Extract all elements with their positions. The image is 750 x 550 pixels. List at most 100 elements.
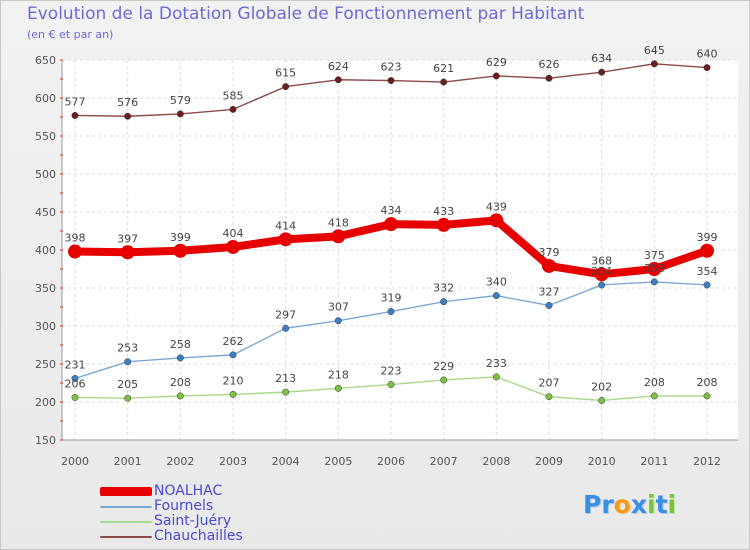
data-label: 368 (591, 254, 612, 267)
legend-swatch (100, 520, 152, 523)
data-point (650, 278, 658, 286)
data-label: 208 (170, 376, 191, 389)
data-point (334, 76, 342, 84)
legend-item: NOALHAC (100, 484, 300, 499)
data-point (331, 229, 346, 244)
legend-label: Saint-Juéry (154, 513, 232, 529)
data-point (492, 292, 500, 300)
x-tick-label: 2000 (61, 455, 89, 468)
y-tick-label: 400 (35, 244, 56, 257)
data-label: 223 (381, 365, 402, 378)
y-tick-label: 500 (35, 168, 56, 181)
data-label: 399 (697, 231, 718, 244)
y-tick-label: 350 (35, 282, 56, 295)
data-point (650, 392, 658, 400)
data-label: 354 (697, 265, 718, 278)
x-tick-label: 2007 (430, 455, 458, 468)
data-point (542, 258, 556, 273)
data-point (387, 77, 395, 84)
data-point (440, 78, 448, 86)
data-label: 414 (275, 219, 296, 232)
data-point (229, 351, 237, 359)
x-tick-label: 2011 (640, 455, 668, 468)
data-label: 258 (170, 338, 191, 351)
data-label: 297 (275, 308, 296, 321)
data-label: 262 (223, 335, 244, 348)
x-tick-label: 2005 (324, 455, 352, 468)
data-label: 434 (381, 204, 402, 217)
data-label: 375 (644, 249, 665, 262)
data-point (650, 60, 658, 68)
data-label: 332 (433, 282, 454, 295)
chart-subtitle: (en € et par an) (27, 28, 114, 41)
data-label: 398 (65, 232, 86, 245)
data-label: 340 (486, 276, 507, 289)
data-label: 207 (539, 377, 560, 390)
y-tick-label: 450 (35, 206, 56, 219)
legend-item: Fournels (100, 499, 300, 514)
data-point (229, 390, 237, 398)
data-point (647, 262, 662, 276)
data-point (176, 110, 184, 118)
data-label: 218 (328, 368, 349, 381)
legend-label: NOALHAC (154, 483, 223, 499)
data-label: 418 (328, 216, 349, 229)
legend-swatch (100, 535, 152, 538)
x-tick-label: 2012 (693, 455, 721, 468)
data-label: 621 (433, 62, 454, 75)
data-point (489, 213, 504, 228)
data-point (440, 376, 448, 384)
data-point (387, 308, 395, 316)
data-point (282, 324, 290, 332)
legend-item: Chauchailles (100, 529, 300, 544)
data-point (226, 239, 240, 254)
data-point (173, 243, 188, 258)
data-label: 576 (117, 96, 138, 109)
data-label: 645 (644, 44, 665, 57)
data-label: 379 (539, 246, 560, 259)
legend-swatch (100, 505, 152, 508)
data-label: 404 (223, 227, 244, 240)
legend-label: Fournels (154, 498, 214, 514)
data-label: 439 (486, 200, 507, 213)
data-label: 624 (328, 60, 349, 73)
x-tick-label: 2001 (114, 455, 142, 468)
data-point (384, 217, 398, 232)
data-point (492, 373, 500, 381)
x-tick-label: 2008 (482, 455, 510, 468)
data-point (71, 374, 79, 382)
data-point (278, 232, 293, 247)
x-tick-label: 2006 (377, 455, 405, 468)
data-point (176, 392, 184, 400)
y-tick-label: 300 (35, 320, 56, 333)
data-label: 206 (65, 377, 86, 390)
data-label: 585 (223, 89, 244, 102)
legend-item: Saint-Juéry (100, 514, 300, 529)
x-tick-label: 2002 (166, 455, 194, 468)
chart-legend: NOALHAC Fournels Saint-Juéry Chauchailles (100, 484, 300, 544)
data-point (282, 388, 290, 396)
data-point (334, 384, 342, 392)
y-tick-label: 600 (35, 92, 56, 105)
data-point (703, 281, 711, 289)
proxiti-logo: Proxiti (583, 490, 677, 519)
data-label: 202 (591, 380, 612, 393)
data-label: 327 (539, 285, 560, 298)
legend-swatch (100, 487, 152, 496)
data-label: 615 (275, 67, 296, 80)
data-label: 307 (328, 301, 349, 314)
data-point (703, 392, 711, 400)
data-point (492, 72, 500, 80)
data-point (436, 217, 451, 232)
data-label: 213 (275, 372, 296, 385)
data-point (545, 74, 553, 82)
x-tick-label: 2010 (588, 455, 616, 468)
data-label: 233 (486, 357, 507, 370)
data-label: 358 (644, 262, 665, 275)
data-point (703, 64, 711, 72)
data-point (71, 393, 79, 401)
data-label: 399 (170, 231, 191, 244)
data-label: 253 (117, 342, 138, 355)
data-label: 354 (591, 265, 612, 278)
